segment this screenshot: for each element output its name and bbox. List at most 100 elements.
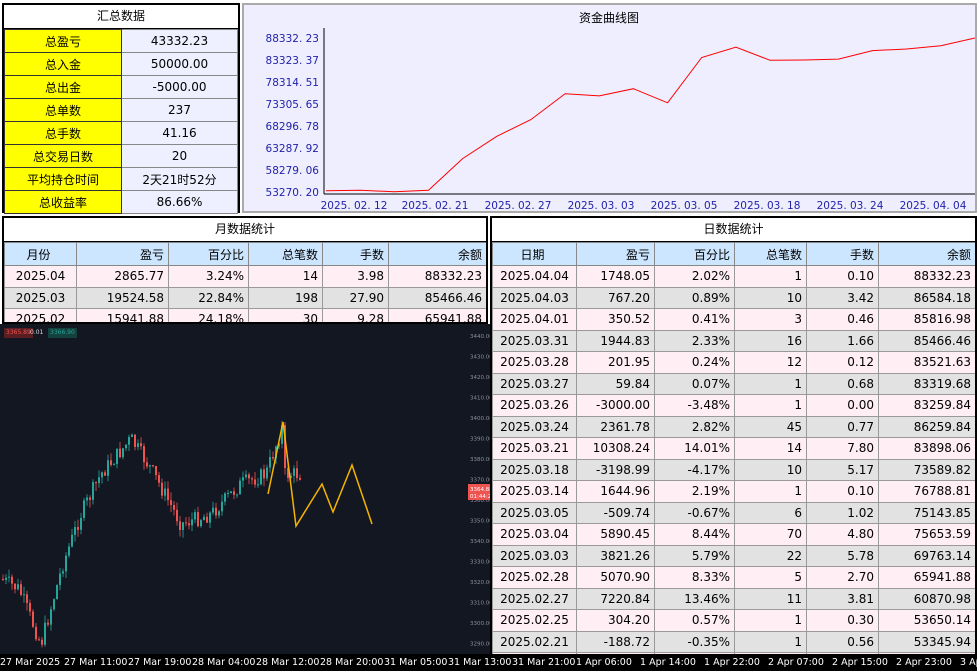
month-col-header[interactable]: 百分比 (168, 242, 249, 266)
summary-label: 总盈亏 (4, 29, 122, 53)
candle-body (281, 425, 283, 444)
month-col-header[interactable]: 月份 (4, 242, 77, 266)
curve-y-tick: 78314. 51 (266, 77, 319, 89)
candle-body (287, 467, 289, 478)
candle-body (236, 494, 238, 496)
table-cell: 2025.03.28 (492, 351, 577, 374)
summary-value: 50000.00 (121, 52, 238, 76)
table-cell: 73589.82 (878, 458, 975, 481)
summary-value: 41.16 (121, 121, 238, 145)
candle-body (200, 520, 202, 527)
summary-value: 86.66% (121, 190, 238, 214)
table-cell: 2025.03.24 (492, 415, 577, 438)
buy-price-badge[interactable]: 3366.90 (48, 328, 77, 338)
candle-body (248, 474, 250, 479)
table-row[interactable]: 2025.03.04 5890.45 8.44% 70 4.80 75653.59 (492, 523, 975, 546)
table-cell: 2025.04.04 (492, 265, 577, 288)
candle-body (41, 639, 43, 645)
table-row[interactable]: 2025.02.27 7220.84 13.46% 11 3.81 60870.98 (492, 587, 975, 610)
table-cell: 10 (734, 458, 807, 481)
table-row[interactable]: 2025.03.28 201.95 0.24% 12 0.12 83521.63 (492, 351, 975, 374)
table-row[interactable]: 2025.03.03 3821.26 5.79% 22 5.78 69763.14 (492, 544, 975, 567)
time-axis: 27 Mar 2025 27 Mar 11:00 27 Mar 19:00 28 Ma… (0, 654, 977, 671)
table-cell: 85466.46 (388, 286, 486, 309)
table-row[interactable]: 2025.02.25 304.20 0.57% 1 0.30 53650.14 (492, 609, 975, 632)
table-cell: 65941.88 (878, 566, 975, 589)
table-row[interactable]: 2025.02.21 -188.72 -0.35% 1 0.56 53345.94 (492, 630, 975, 653)
table-cell: 14.01% (654, 437, 735, 460)
summary-label: 总入金 (4, 52, 122, 76)
month-col-header[interactable]: 盈亏 (76, 242, 169, 266)
table-cell: 30 (248, 308, 323, 322)
time-axis-label: 28 Mar 20:00 (320, 657, 384, 668)
table-row[interactable]: 2025.03.31 1944.83 2.33% 16 1.66 85466.46 (492, 329, 975, 352)
table-cell: 3821.26 (576, 544, 655, 567)
table-cell: 5.79% (654, 544, 735, 567)
price-tick: 3320.00 (470, 580, 490, 586)
candle-body (119, 448, 121, 458)
candle-body (104, 472, 106, 476)
table-row[interactable]: 2025.03.05 -509.74 -0.67% 6 1.02 75143.85 (492, 501, 975, 524)
table-row[interactable]: 2025.04 2865.77 3.24% 14 3.98 88332.23 (4, 265, 486, 288)
table-cell: 2025.03.05 (492, 501, 577, 524)
candle-body (95, 482, 97, 484)
candle-body (260, 469, 262, 485)
table-row[interactable]: 2025.03.26 -3000.00 -3.48% 1 0.00 83259.84 (492, 394, 975, 417)
day-col-header[interactable]: 总笔数 (734, 242, 807, 266)
table-row[interactable]: 2025.04.03 767.20 0.89% 10 3.42 86584.18 (492, 286, 975, 309)
candle-body (131, 434, 133, 438)
candle-body (32, 611, 34, 627)
time-axis-label: 31 Mar 05:00 (384, 657, 448, 668)
candle-body (224, 493, 226, 502)
day-col-header[interactable]: 日期 (492, 242, 577, 266)
table-cell: 2.33% (654, 329, 735, 352)
table-row[interactable]: 2025.03.14 1644.96 2.19% 1 0.10 76788.81 (492, 480, 975, 503)
summary-label: 总交易日数 (4, 144, 122, 168)
month-stats-panel: 月数据统计 月份 盈亏 百分比 总笔数 手数 余额 2025.04 2865.77 3.24%… (2, 216, 488, 324)
table-cell: 5.78 (806, 544, 879, 567)
table-cell: 5 (734, 566, 807, 589)
summary-label: 总收益率 (4, 190, 122, 214)
table-row[interactable]: 2025.04.01 350.52 0.41% 3 0.46 85816.98 (492, 308, 975, 331)
table-row[interactable]: 2025.03.18 -3198.99 -4.17% 10 5.17 73589.82 (492, 458, 975, 481)
month-col-header[interactable]: 总笔数 (248, 242, 323, 266)
table-row[interactable]: 2025.02 15941.88 24.18% 30 9.28 65941.88 (4, 308, 486, 322)
table-row[interactable]: 2025.03 19524.58 22.84% 198 27.90 85466.46 (4, 286, 486, 309)
summary-value: 237 (121, 98, 238, 122)
day-stats-table: 日期 盈亏 百分比 总笔数 手数 余额 2025.04.04 1748.05 2.02% 1 0.… (492, 242, 975, 669)
table-row[interactable]: 2025.04.04 1748.05 2.02% 1 0.10 88332.23 (492, 265, 975, 288)
table-row[interactable]: 2025.03.27 59.84 0.07% 1 0.68 83319.68 (492, 372, 975, 395)
curve-x-tick: 2025. 03. 03 (568, 200, 635, 211)
candle-body (14, 583, 16, 590)
day-col-header[interactable]: 余额 (878, 242, 975, 266)
price-chart[interactable]: 3365.89 0.01 3366.90 3440.00 3430.00 3420.… (0, 324, 490, 671)
table-cell: 45 (734, 415, 807, 438)
table-cell: 2025.02.21 (492, 630, 577, 653)
spread-badge: 0.01 (30, 329, 44, 336)
sell-price-badge[interactable]: 3365.89 (4, 328, 33, 338)
price-tick: 3370.00 (470, 478, 490, 484)
table-cell: 198 (248, 286, 323, 309)
day-col-header[interactable]: 盈亏 (576, 242, 655, 266)
month-col-header[interactable]: 余额 (388, 242, 486, 266)
table-row[interactable]: 2025.03.21 10308.24 14.01% 14 7.80 83898.06 (492, 437, 975, 460)
time-axis-label: 1 Apr 06:00 (576, 657, 632, 668)
table-cell: 10308.24 (576, 437, 655, 460)
summary-row: 总手数 41.16 (4, 121, 238, 145)
day-col-header[interactable]: 百分比 (654, 242, 735, 266)
candle-body (77, 526, 79, 530)
table-cell: 13.46% (654, 587, 735, 610)
curve-y-tick: 68296. 78 (266, 121, 319, 133)
table-cell: 2025.04 (4, 265, 77, 288)
table-row[interactable]: 2025.03.24 2361.78 2.82% 45 0.77 86259.84 (492, 415, 975, 438)
candle-body (197, 512, 199, 527)
month-col-header[interactable]: 手数 (322, 242, 389, 266)
table-row[interactable]: 2025.02.28 5070.90 8.33% 5 2.70 65941.88 (492, 566, 975, 589)
candle-body (284, 425, 286, 468)
candle-body (158, 475, 160, 483)
candle-body (239, 480, 241, 495)
candle-body (143, 446, 145, 463)
day-col-header[interactable]: 手数 (806, 242, 879, 266)
candle-body (5, 577, 7, 580)
table-cell: 8.44% (654, 523, 735, 546)
